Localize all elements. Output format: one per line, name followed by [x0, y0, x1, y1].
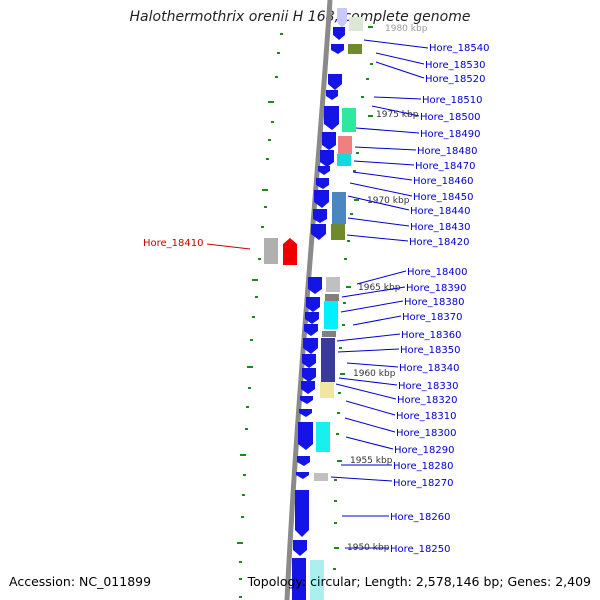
gene-leader-lines: [206, 39, 429, 549]
outer-ring-ticks: [237, 33, 283, 598]
gene-label-hore-18470[interactable]: Hore_18470: [415, 161, 476, 172]
gene-label-hore-18490[interactable]: Hore_18490: [420, 129, 481, 140]
gene-label-hore-18250[interactable]: Hore_18250: [390, 544, 451, 555]
gene-label-hore-18410[interactable]: Hore_18410: [143, 238, 204, 249]
genome-title: Halothermothrix orenii H 168, complete g…: [129, 9, 471, 25]
gene-label-hore-18290[interactable]: Hore_18290: [394, 445, 455, 456]
gene-label-hore-18330[interactable]: Hore_18330: [398, 381, 459, 392]
gene-label-hore-18480[interactable]: Hore_18480: [417, 146, 478, 157]
gene-label-hore-18500[interactable]: Hore_18500: [420, 112, 481, 123]
gene-label-hore-18370[interactable]: Hore_18370: [402, 312, 463, 323]
kbp-label: 1980 kbp: [385, 24, 428, 34]
gene-label-hore-18350[interactable]: Hore_18350: [400, 345, 461, 356]
gene-label-hore-18460[interactable]: Hore_18460: [413, 176, 474, 187]
gene-label-hore-18320[interactable]: Hore_18320: [397, 395, 458, 406]
kbp-label: 1975 kbp: [376, 110, 419, 120]
gene-label-hore-18390[interactable]: Hore_18390: [406, 283, 467, 294]
gene-label-hore-18380[interactable]: Hore_18380: [404, 297, 465, 308]
gene-arrows: [292, 8, 347, 600]
feature-blocks: [264, 17, 363, 600]
gene-label-hore-18510[interactable]: Hore_18510: [422, 95, 483, 106]
gene-labels: Hore_18540 Hore_18530 Hore_18520 Hore_18…: [143, 43, 490, 555]
gene-label-hore-18540[interactable]: Hore_18540: [429, 43, 490, 54]
gene-label-hore-18400[interactable]: Hore_18400: [407, 267, 468, 278]
gene-label-hore-18520[interactable]: Hore_18520: [425, 74, 486, 85]
gene-label-hore-18300[interactable]: Hore_18300: [396, 428, 457, 439]
gene-label-hore-18280[interactable]: Hore_18280: [393, 461, 454, 472]
kbp-tick-marks: [333, 26, 373, 570]
gene-label-hore-18450[interactable]: Hore_18450: [413, 192, 474, 203]
gene-label-hore-18340[interactable]: Hore_18340: [399, 363, 460, 374]
gene-label-hore-18270[interactable]: Hore_18270: [393, 478, 454, 489]
kbp-label: 1960 kbp: [353, 369, 396, 379]
gene-label-hore-18440[interactable]: Hore_18440: [410, 206, 471, 217]
accession-text: Accession: NC_011899: [9, 574, 152, 589]
kbp-label: 1965 kbp: [358, 283, 401, 293]
gene-label-hore-18430[interactable]: Hore_18430: [410, 222, 471, 233]
gene-label-hore-18420[interactable]: Hore_18420: [409, 237, 470, 248]
kbp-label: 1970 kbp: [367, 196, 410, 206]
gene-label-hore-18360[interactable]: Hore_18360: [401, 330, 462, 341]
topology-text: Topology: circular; Length: 2,578,146 bp…: [247, 574, 591, 589]
gene-label-hore-18260[interactable]: Hore_18260: [390, 512, 451, 523]
gene-label-hore-18530[interactable]: Hore_18530: [425, 60, 486, 71]
gene-label-hore-18310[interactable]: Hore_18310: [396, 411, 457, 422]
kbp-label: 1955 kbp: [350, 456, 393, 466]
